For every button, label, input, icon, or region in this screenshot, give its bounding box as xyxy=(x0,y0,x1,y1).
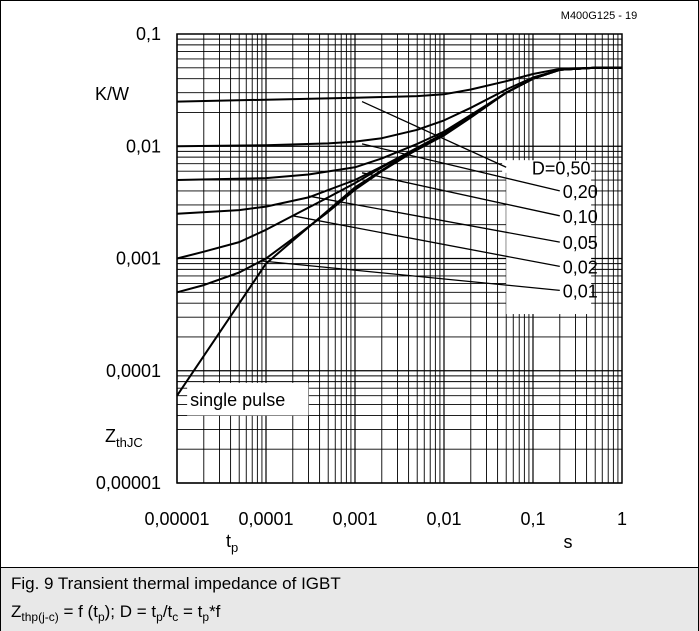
curve-layer xyxy=(176,66,622,397)
series-line xyxy=(176,66,622,103)
curve-label: 0,01 xyxy=(563,281,598,301)
leader-line xyxy=(292,215,560,268)
series-line xyxy=(176,66,622,397)
series-line xyxy=(176,66,622,148)
label-mask xyxy=(187,382,309,416)
y-tick-label: 0,0001 xyxy=(106,361,161,381)
x-unit-label: s xyxy=(564,532,573,552)
label-mask xyxy=(502,160,529,173)
leader-line xyxy=(361,100,507,168)
caption-formula: Zthp(j-c) = f (tp); D = tp/tc = tp*f xyxy=(11,602,221,624)
x-tick-label: 0,0001 xyxy=(238,509,293,529)
x-tick-label: 1 xyxy=(617,509,627,529)
y-tick-labels: 0,1 0,01 0,001 0,0001 0,00001 xyxy=(96,24,161,493)
leader-lines xyxy=(261,100,560,292)
curve-label: 0,20 xyxy=(563,182,598,202)
y-tick-label: 0,01 xyxy=(126,136,161,156)
y-tick-label: 0,001 xyxy=(116,249,161,269)
single-pulse-label: single pulse xyxy=(190,390,285,410)
y-axis-name: ZthJC xyxy=(105,426,143,450)
leader-line xyxy=(308,195,560,243)
label-mask xyxy=(506,160,592,315)
caption-title: Fig. 9 Transient thermal impedance of IG… xyxy=(11,574,341,593)
x-tick-label: 0,01 xyxy=(426,509,461,529)
y-unit-label: K/W xyxy=(95,84,129,104)
x-tick-label: 0,1 xyxy=(520,509,545,529)
curve-label: 0,05 xyxy=(563,233,598,253)
x-tick-label: 0,00001 xyxy=(144,509,209,529)
curve-label: 0,02 xyxy=(563,257,598,277)
leader-line xyxy=(261,260,560,292)
x-tick-label: 0,001 xyxy=(332,509,377,529)
y-tick-label: 0,00001 xyxy=(96,473,161,493)
curve-label: 0,10 xyxy=(563,207,598,227)
chart-area: 0,1 0,01 0,001 0,0001 0,00001 0,00001 0,0001 0… xyxy=(1,1,698,566)
leader-line xyxy=(361,172,560,217)
y-tick-label: 0,1 xyxy=(136,24,161,44)
curve-label: D=0,50 xyxy=(532,158,591,178)
leader-line xyxy=(361,143,560,192)
plot-frame xyxy=(176,33,623,484)
code-label: M400G125 - 19 xyxy=(561,10,637,22)
x-tick-labels: 0,00001 0,0001 0,001 0,01 0,1 1 xyxy=(144,509,627,529)
label-masks xyxy=(187,160,592,416)
grid-layer xyxy=(176,34,622,484)
figure-caption: Fig. 9 Transient thermal impedance of IG… xyxy=(1,567,698,631)
x-axis-name: tp xyxy=(226,531,238,555)
curve-labels: D=0,50 0,20 0,10 0,05 0,02 0,01 single pulse xyxy=(190,158,598,410)
